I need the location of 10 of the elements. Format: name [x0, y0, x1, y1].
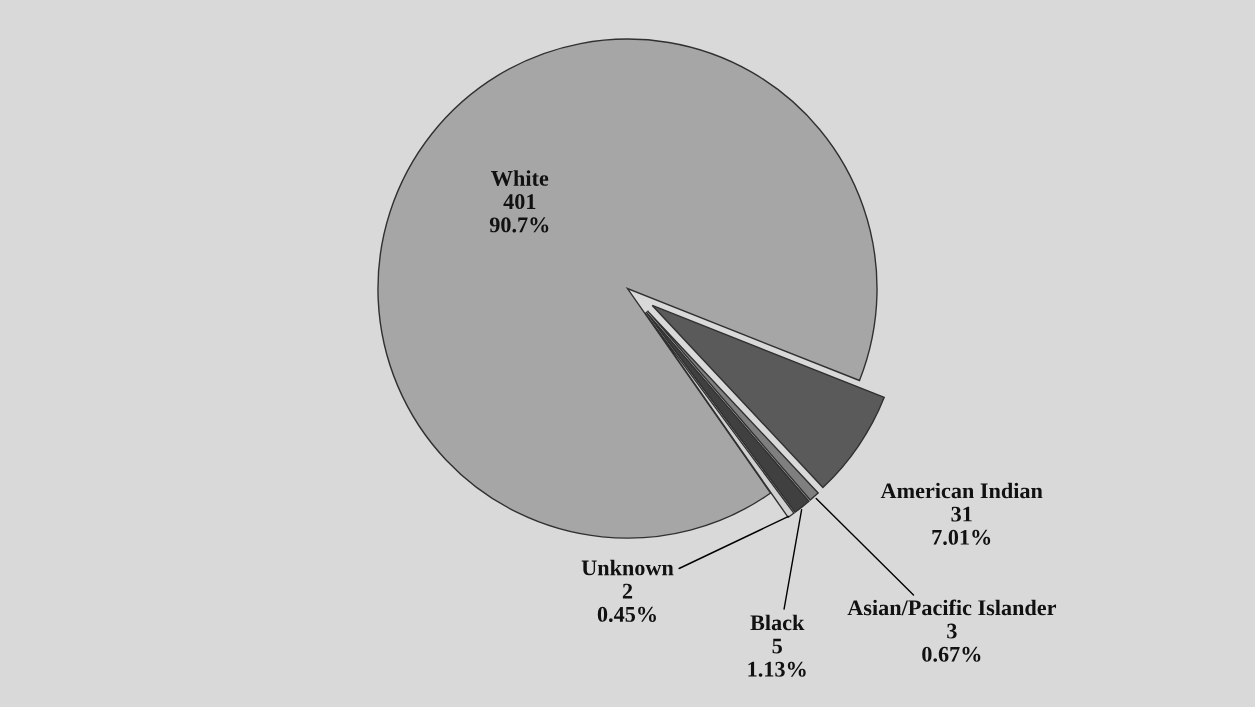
data-label: 3 0.67%	[922, 623, 981, 662]
slice-label: American Indian	[880, 482, 1043, 499]
data-label: 401 90.7%	[489, 194, 549, 233]
data-label: 31 7.01%	[932, 506, 991, 545]
data-label: 5 1.13%	[748, 638, 806, 677]
slice-label: Unknown	[581, 559, 674, 576]
slice-label: Black	[750, 614, 805, 631]
slice-label: White	[491, 170, 549, 186]
data-label: 2 0.45%	[597, 583, 656, 622]
slice-label: Asian/Pacific Islander	[847, 599, 1057, 616]
